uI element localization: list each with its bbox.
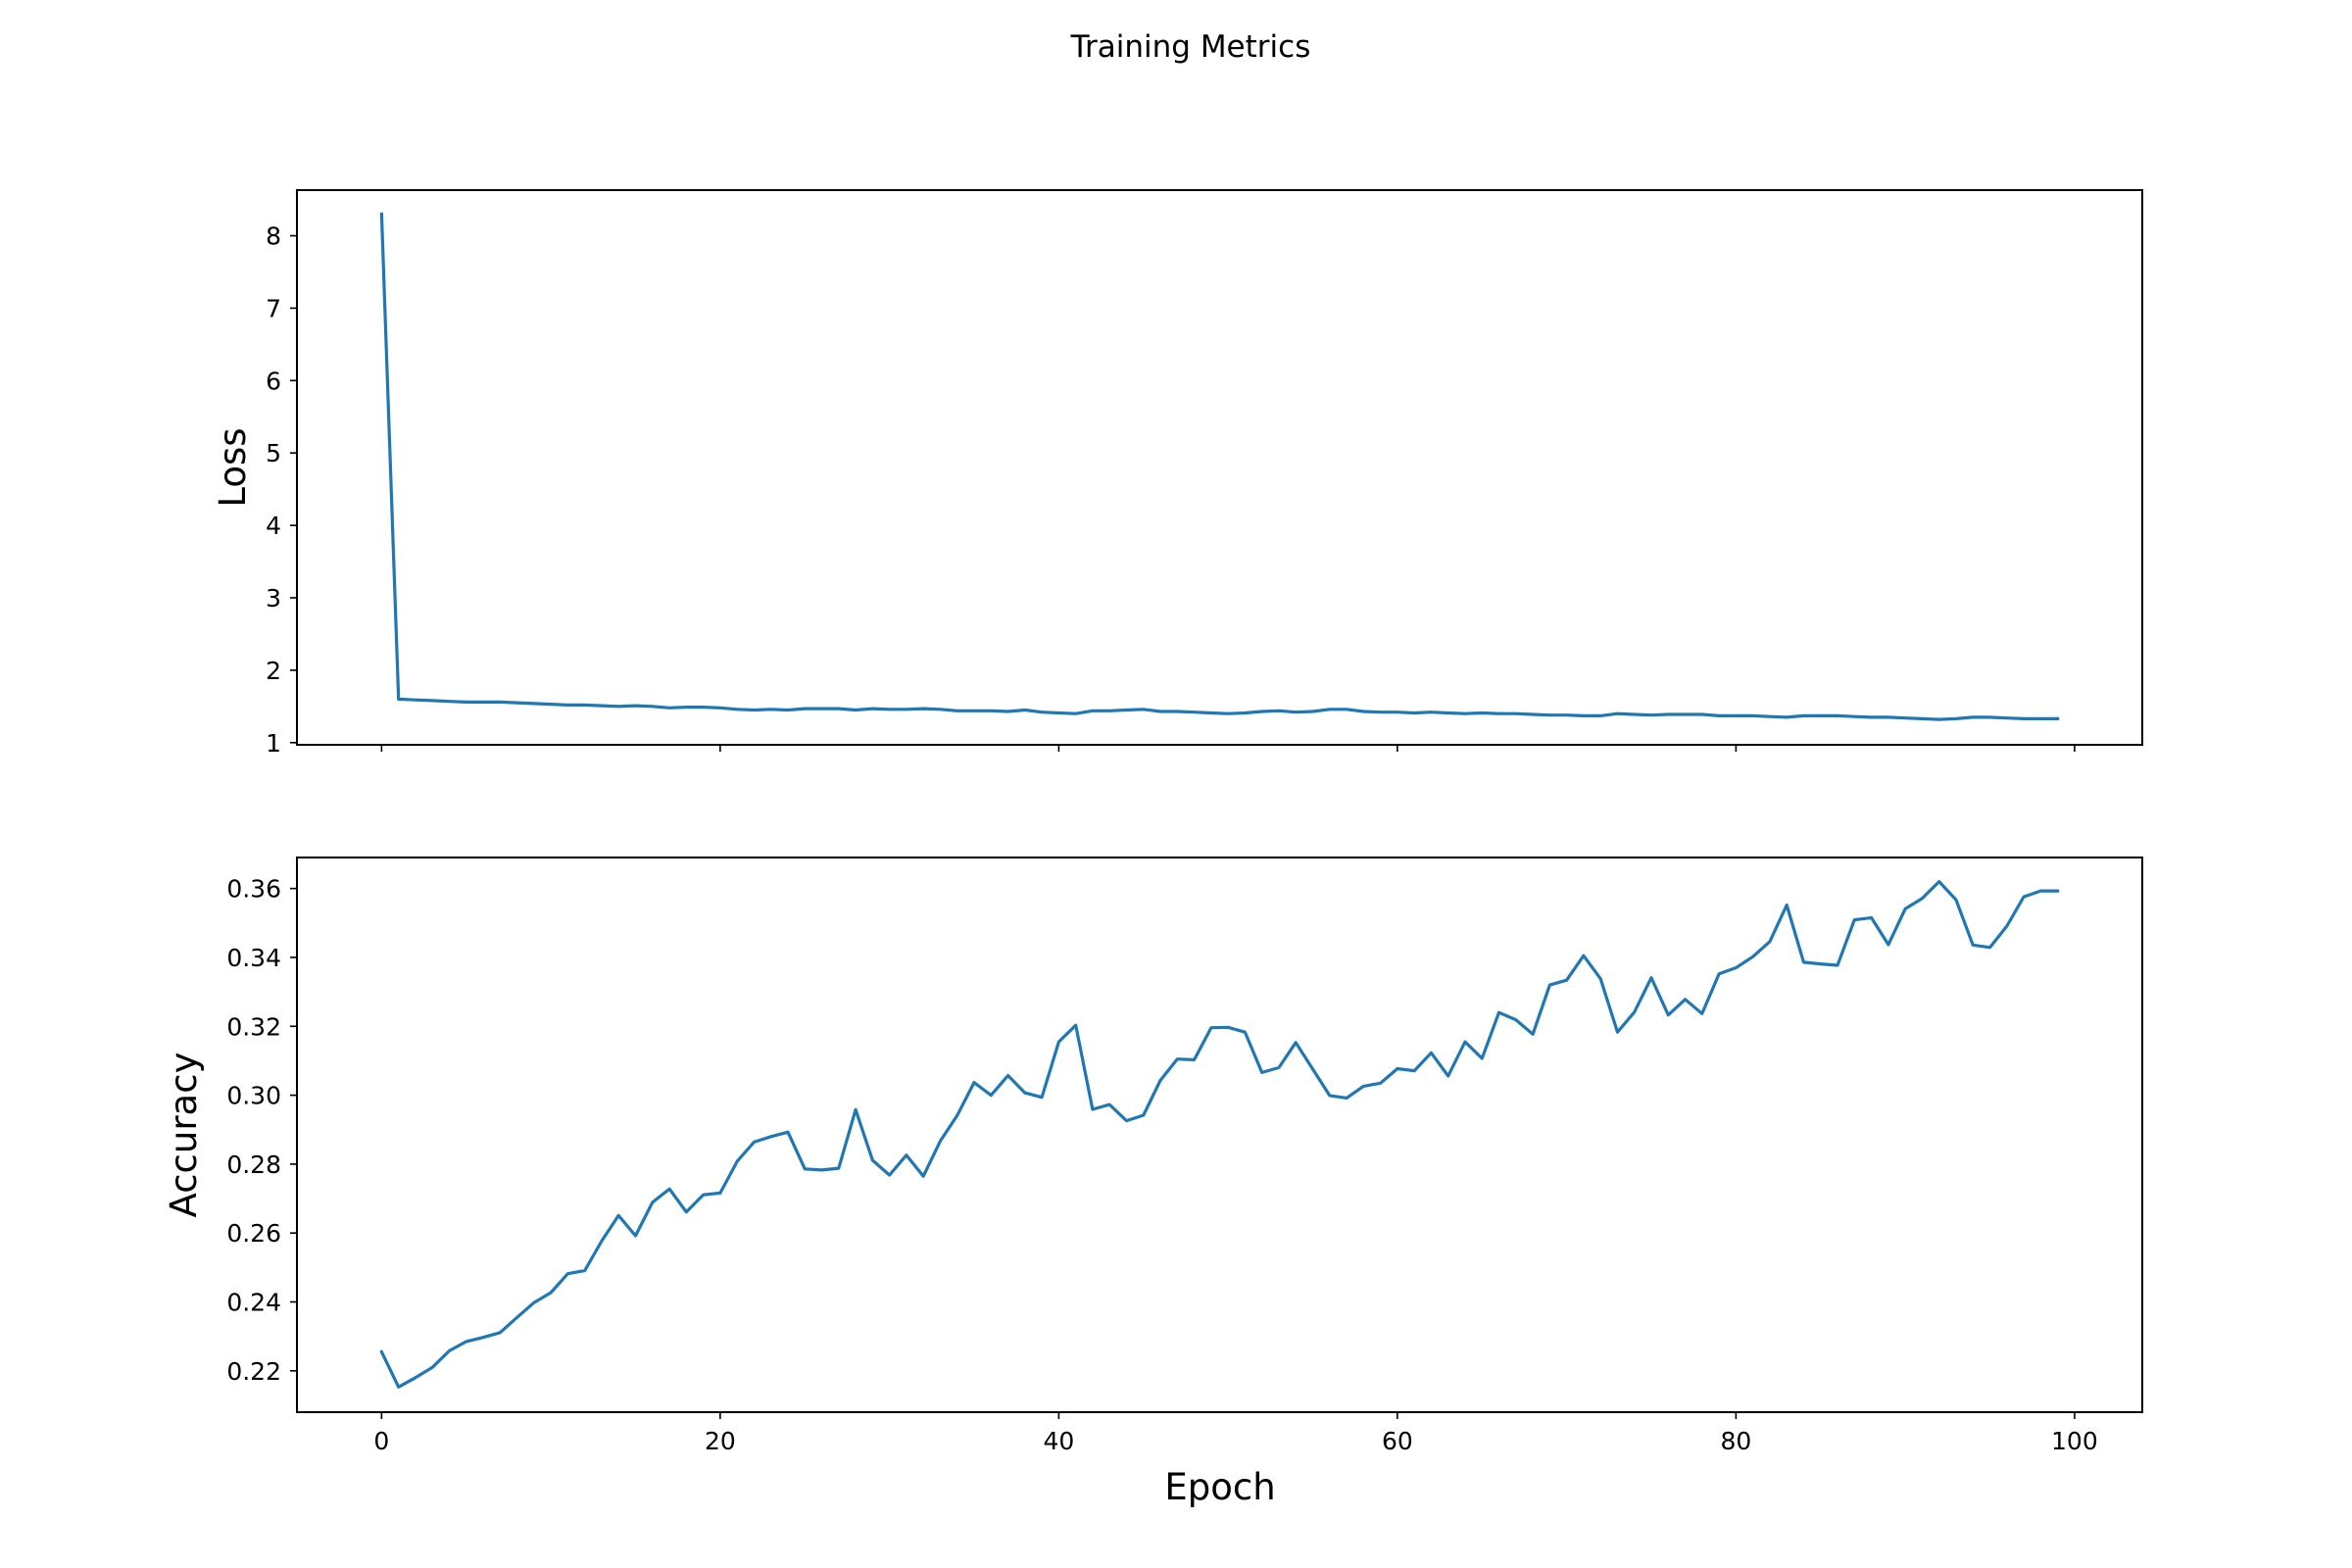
loss-series-line <box>379 212 2060 721</box>
loss-plot-line <box>379 212 2060 721</box>
x-axis-label: Epoch <box>1164 1466 1275 1508</box>
x-tick-label: 100 <box>2051 1427 2098 1455</box>
x-tick-label: 40 <box>1043 1427 1074 1455</box>
loss-y-tick-label: 7 <box>266 294 281 322</box>
loss-x-ticks <box>380 745 2076 752</box>
x-tick-label: 60 <box>1382 1427 1413 1455</box>
accuracy-plot-line <box>379 879 2060 1389</box>
accuracy-y-tick-label: 0.28 <box>226 1151 281 1179</box>
accuracy-y-tick-label: 0.24 <box>226 1289 281 1317</box>
accuracy-y-axis-label: Accuracy <box>163 1053 205 1218</box>
accuracy-y-tick-label: 0.26 <box>226 1219 281 1248</box>
loss-y-axis-label: Loss <box>212 427 254 507</box>
accuracy-y-tick-label: 0.22 <box>226 1357 281 1386</box>
x-tick-label: 80 <box>1720 1427 1751 1455</box>
loss-y-tick-label: 4 <box>266 512 281 540</box>
loss-y-ticks: 1 2 3 4 5 6 7 8 <box>266 222 297 758</box>
x-tick-label: 0 <box>373 1427 389 1455</box>
accuracy-y-tick-label: 0.30 <box>226 1082 281 1110</box>
accuracy-y-ticks: 0.22 0.24 0.26 0.28 0.30 0.32 0.34 0.36 <box>226 875 297 1386</box>
loss-plot-frame <box>296 189 2143 746</box>
accuracy-y-tick-label: 0.34 <box>226 944 281 972</box>
accuracy-plot-frame <box>296 857 2143 1413</box>
loss-y-tick-label: 1 <box>266 729 281 758</box>
loss-y-tick-label: 5 <box>266 439 281 467</box>
x-tick-label: 20 <box>705 1427 736 1455</box>
accuracy-x-ticks: 0 20 40 60 80 100 <box>373 1412 2098 1455</box>
loss-y-tick-label: 3 <box>266 584 281 612</box>
accuracy-series-line <box>379 879 2060 1389</box>
figure-title: Training Metrics <box>1070 29 1311 65</box>
loss-y-tick-label: 6 <box>266 367 281 395</box>
accuracy-chart: 0 20 40 60 80 100 0.22 0.24 0.26 0.28 0.30 0.32 0.3… <box>163 857 2143 1508</box>
loss-y-tick-label: 2 <box>266 657 281 685</box>
accuracy-y-tick-label: 0.36 <box>226 875 281 904</box>
loss-chart: 1 2 3 4 5 6 7 8 Loss <box>212 189 2143 758</box>
accuracy-y-tick-label: 0.32 <box>226 1012 281 1041</box>
loss-y-tick-label: 8 <box>266 222 281 251</box>
